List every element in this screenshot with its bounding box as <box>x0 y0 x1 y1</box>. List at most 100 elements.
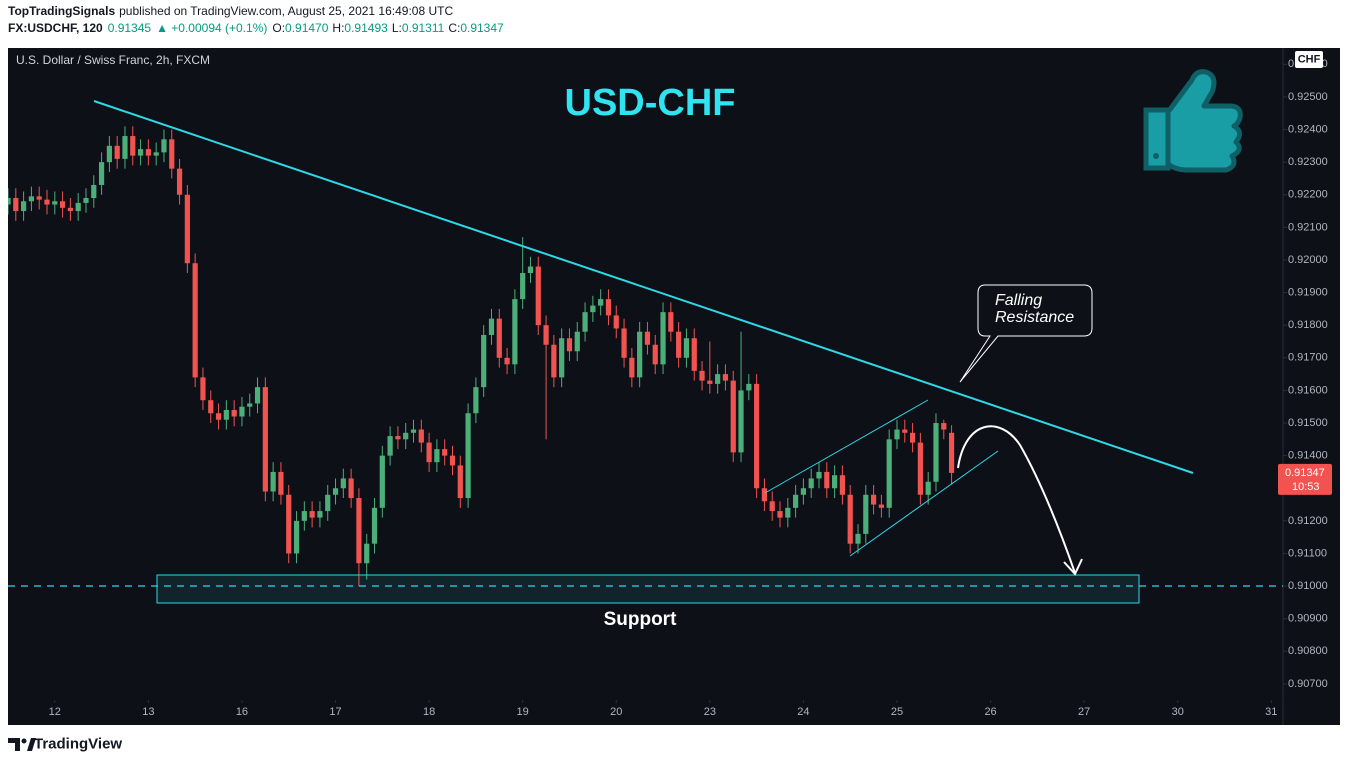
candle-body <box>730 380 736 453</box>
y-tick-label: 0.91700 <box>1288 352 1328 364</box>
x-tick-label: 19 <box>517 706 529 718</box>
candle-body <box>637 331 643 378</box>
candle-body <box>746 383 752 391</box>
y-tick-label: 0.92000 <box>1288 254 1328 266</box>
drawings: Falling Resistance Support USD-CHF U.S. … <box>8 53 1283 630</box>
x-tick-label: 27 <box>1078 706 1090 718</box>
x-tick-label: 12 <box>49 706 61 718</box>
candle-body <box>933 423 939 482</box>
y-tick-label: 0.91600 <box>1288 384 1328 396</box>
candle-body <box>36 196 42 200</box>
candle-body <box>239 406 245 417</box>
candle-body <box>145 149 151 156</box>
candle-body <box>67 207 73 212</box>
candle-body <box>668 312 674 332</box>
candle-body <box>855 533 861 544</box>
candle-body <box>457 465 463 499</box>
candle-body <box>184 194 190 264</box>
candle-body <box>20 201 27 212</box>
candle-body <box>839 475 846 495</box>
candle-body <box>426 442 432 463</box>
candle-body <box>208 400 214 414</box>
candle-body <box>91 184 97 199</box>
candle-body <box>488 318 495 335</box>
y-tick-label: 0.90700 <box>1288 678 1328 690</box>
y-tick-label: 0.91400 <box>1288 450 1328 462</box>
candle-body <box>278 471 284 495</box>
candle-body <box>816 471 822 479</box>
candle-body <box>902 429 908 433</box>
candle-body <box>161 139 167 153</box>
candle-body <box>395 436 401 440</box>
candle-body <box>715 374 721 384</box>
x-tick-label: 30 <box>1172 706 1184 718</box>
candle-body <box>824 471 830 489</box>
footer-brand: TradingView <box>34 735 122 752</box>
candle-body <box>254 387 261 404</box>
candle-body <box>270 471 276 492</box>
candle-body <box>535 266 541 326</box>
y-tick-label: 0.90800 <box>1288 645 1328 657</box>
candle-body <box>504 357 510 365</box>
candle-body <box>223 409 229 420</box>
h-value: 0.91493 <box>344 21 388 35</box>
candle-body <box>878 504 884 508</box>
x-tick-label: 18 <box>423 706 435 718</box>
y-tick-label: 0.91200 <box>1288 515 1328 527</box>
candle-body <box>83 198 89 203</box>
logo-dot <box>21 738 27 744</box>
candle-body <box>231 409 237 417</box>
callout-line2: Resistance <box>995 309 1074 326</box>
candle-body <box>590 305 596 313</box>
candle-body <box>356 498 362 564</box>
candle-body <box>364 543 370 564</box>
candle-body <box>442 449 448 456</box>
y-tick-label: 0.92100 <box>1288 221 1328 233</box>
candle-body <box>473 387 479 414</box>
last: 0.91345 <box>108 21 152 35</box>
candle-body <box>215 413 222 420</box>
falling-resistance-line <box>93 100 1194 474</box>
candle-body <box>512 299 518 365</box>
candle-body <box>629 357 635 378</box>
candle-body <box>769 501 775 512</box>
candle-body <box>574 331 580 352</box>
candle-body <box>559 338 565 378</box>
candle-body <box>582 312 588 332</box>
y-tick-label: 0.92400 <box>1288 123 1328 135</box>
candle-body <box>707 380 713 384</box>
legend: U.S. Dollar / Swiss Franc, 2h, FXCM <box>16 53 210 67</box>
candle-body <box>340 478 346 489</box>
candles <box>8 126 955 587</box>
currency-box <box>1295 51 1323 68</box>
candle-body <box>948 432 955 473</box>
countdown-label: 10:53 <box>1292 481 1320 493</box>
candle-body <box>917 442 923 495</box>
candle-body <box>52 201 58 205</box>
candle-body <box>262 387 268 492</box>
candle-body <box>44 199 50 205</box>
currency-label: CHF <box>1298 53 1321 65</box>
candle-body <box>176 168 183 195</box>
candle-body <box>332 488 339 495</box>
candle-body <box>13 198 19 212</box>
candle-body <box>894 429 900 440</box>
y-tick-label: 0.92200 <box>1288 189 1328 201</box>
candle-body <box>137 149 144 156</box>
h-label: H: <box>332 21 344 35</box>
candle-body <box>676 331 682 358</box>
l-label: L: <box>392 21 402 35</box>
candle-body <box>301 511 307 521</box>
chart-title: USD-CHF <box>565 82 736 124</box>
candle-body <box>8 198 11 205</box>
support-zone <box>156 574 1140 604</box>
candle-body <box>793 494 799 508</box>
candle-body <box>566 338 573 352</box>
candle-body <box>605 299 612 316</box>
candle-body <box>863 494 869 534</box>
candle-body <box>465 413 471 499</box>
candle-body <box>122 136 128 159</box>
candle-body <box>683 338 690 358</box>
candle-body <box>722 374 729 381</box>
candle-body <box>410 429 417 433</box>
